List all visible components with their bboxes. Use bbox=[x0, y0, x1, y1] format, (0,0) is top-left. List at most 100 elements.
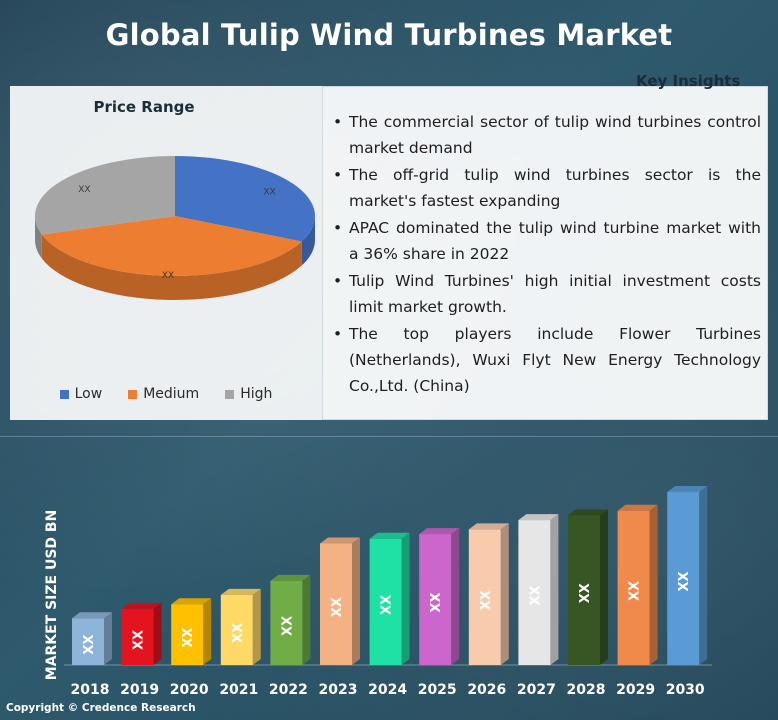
bar-2030: XX bbox=[667, 486, 708, 665]
bar-side bbox=[550, 514, 559, 665]
x-tick-label: 2023 bbox=[319, 682, 358, 698]
bar-side bbox=[600, 509, 608, 665]
bar-side bbox=[649, 504, 658, 665]
page-title: Global Tulip Wind Turbines Market bbox=[105, 18, 673, 52]
bar-top bbox=[468, 523, 509, 530]
bar-side bbox=[153, 602, 162, 665]
x-tick-label: 2025 bbox=[418, 682, 457, 698]
bar-top bbox=[419, 528, 460, 535]
legend-label-high: High bbox=[240, 386, 273, 402]
legend-item-high: High bbox=[225, 386, 272, 402]
pie-chart-title: Price Range bbox=[93, 98, 195, 116]
pie-slice-side-low bbox=[301, 216, 315, 266]
bar-top bbox=[171, 598, 212, 605]
bar-front bbox=[518, 520, 551, 665]
bar-side bbox=[203, 598, 212, 665]
bar-side bbox=[302, 574, 311, 665]
bar-front bbox=[270, 580, 303, 665]
pie-slice-medium bbox=[41, 216, 302, 276]
bar-data-label: XX bbox=[677, 571, 692, 591]
x-tick-label: 2020 bbox=[170, 682, 209, 698]
bar-2029: XX bbox=[617, 504, 658, 665]
bar-front bbox=[220, 594, 253, 665]
pie-data-label: XX bbox=[263, 187, 275, 197]
bar-top bbox=[220, 588, 261, 595]
insight-item: The commercial sector of tulip wind turb… bbox=[333, 109, 761, 161]
bar-data-label: XX bbox=[280, 616, 295, 636]
bar-front bbox=[320, 543, 352, 665]
pie-slice-side-high bbox=[35, 216, 42, 259]
bar-side bbox=[500, 523, 509, 665]
bar-data-label: XX bbox=[181, 628, 196, 648]
key-insights-box: The commercial sector of tulip wind turb… bbox=[322, 86, 768, 420]
pie-data-label: XX bbox=[78, 185, 90, 195]
bar-data-label: XX bbox=[578, 583, 593, 603]
bar-2027: XX bbox=[518, 514, 559, 665]
insight-item: The off-grid tulip wind turbines sector … bbox=[333, 162, 761, 214]
pie-legend: Low Medium High bbox=[10, 386, 322, 402]
pie-slice-low bbox=[175, 156, 315, 242]
bar-front bbox=[468, 529, 501, 665]
legend-item-low: Low bbox=[59, 386, 103, 402]
bar-front bbox=[369, 538, 402, 665]
legend-label-low: Low bbox=[74, 386, 103, 402]
bar-2025: XX bbox=[419, 528, 460, 665]
bar-top bbox=[270, 574, 311, 581]
x-tick-label: 2029 bbox=[616, 682, 655, 698]
bar-2023: XX bbox=[320, 537, 360, 665]
bar-top bbox=[568, 509, 608, 516]
x-tick-label: 2026 bbox=[467, 682, 506, 698]
bar-2026: XX bbox=[468, 523, 509, 665]
bar-front bbox=[72, 618, 104, 665]
insight-item: APAC dominated the tulip wind turbine ma… bbox=[333, 215, 761, 267]
bar-top bbox=[617, 504, 658, 511]
x-tick-label: 2028 bbox=[567, 682, 606, 698]
bar-data-label: XX bbox=[82, 635, 97, 655]
bar-top bbox=[369, 532, 410, 539]
x-tick-label: 2018 bbox=[71, 682, 110, 698]
bar-2021: XX bbox=[220, 588, 261, 665]
bar-2020: XX bbox=[171, 598, 212, 665]
bar-data-label: XX bbox=[628, 581, 643, 601]
bar-2019: XX bbox=[121, 602, 162, 665]
bar-2018: XX bbox=[72, 612, 112, 665]
legend-swatch-low bbox=[59, 389, 69, 399]
bar-top bbox=[320, 537, 360, 544]
bar-side bbox=[451, 528, 460, 665]
insight-item: The top players include Flower Turbines … bbox=[333, 321, 761, 399]
bar-side bbox=[699, 486, 708, 665]
bar-front bbox=[568, 515, 600, 665]
bar-front bbox=[419, 534, 452, 665]
y-axis-label: MARKET SIZE USD BN bbox=[44, 510, 60, 681]
copyright-text: Copyright © Credence Research bbox=[6, 702, 196, 714]
x-tick-label: 2019 bbox=[120, 682, 159, 698]
legend-label-medium: Medium bbox=[143, 386, 200, 402]
bar-chart: MARKET SIZE USD BN XX 2018 XX 2019 XX 2020 XX 20… bbox=[44, 486, 712, 698]
section-divider bbox=[0, 436, 778, 437]
x-tick-label: 2030 bbox=[666, 682, 705, 698]
bar-data-label: XX bbox=[429, 593, 444, 613]
bar-top bbox=[518, 514, 559, 521]
bar-2028: XX bbox=[568, 509, 608, 665]
bar-front bbox=[617, 510, 650, 665]
x-tick-label: 2022 bbox=[269, 682, 308, 698]
bar-front bbox=[667, 492, 700, 665]
x-tick-label: 2024 bbox=[368, 682, 407, 698]
bar-front bbox=[121, 608, 154, 665]
insight-item: Tulip Wind Turbines' high initial invest… bbox=[333, 268, 761, 320]
bar-data-label: XX bbox=[132, 630, 147, 650]
legend-item-medium: Medium bbox=[128, 386, 199, 402]
bar-side bbox=[401, 532, 410, 665]
x-tick-label: 2027 bbox=[517, 682, 556, 698]
key-insights-heading: Key Insights bbox=[636, 72, 741, 90]
pie-slice-high bbox=[34, 156, 175, 235]
pie-chart: XX XX XX bbox=[34, 156, 315, 300]
bar-side bbox=[352, 537, 360, 665]
bar-top bbox=[72, 612, 112, 619]
bar-top bbox=[667, 486, 708, 493]
bar-2022: XX bbox=[270, 574, 311, 665]
legend-swatch-medium bbox=[128, 389, 138, 399]
bar-data-label: XX bbox=[231, 623, 246, 643]
pie-data-label: XX bbox=[162, 271, 174, 281]
